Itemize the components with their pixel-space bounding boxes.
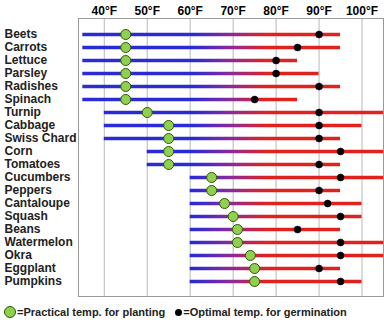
html-text:=Practical temp. for planting: =Practical temp. for planting <box>17 306 166 318</box>
svg-text:Radishes: Radishes <box>5 79 59 93</box>
svg-text:Parsley: Parsley <box>5 66 48 80</box>
svg-text:Beets: Beets <box>5 27 38 41</box>
svg-text:Swiss Chard: Swiss Chard <box>5 131 77 145</box>
svg-text:Cantaloupe: Cantaloupe <box>5 196 71 210</box>
svg-text:Cabbage: Cabbage <box>5 118 56 132</box>
svg-text:Lettuce: Lettuce <box>5 53 48 67</box>
svg-text:90°F: 90°F <box>306 4 331 18</box>
svg-text:100°F: 100°F <box>346 4 378 18</box>
svg-text:Corn: Corn <box>5 144 33 158</box>
svg-text:70°F: 70°F <box>220 4 245 18</box>
svg-text:Okra: Okra <box>5 248 33 262</box>
svg-text:Squash: Squash <box>5 209 48 223</box>
svg-text:80°F: 80°F <box>263 4 288 18</box>
svg-text:40°F: 40°F <box>92 4 117 18</box>
svg-text:60°F: 60°F <box>177 4 202 18</box>
svg-text:Spinach: Spinach <box>5 92 52 106</box>
svg-text:50°F: 50°F <box>134 4 159 18</box>
svg-text:Beans: Beans <box>5 222 41 236</box>
svg-text:Carrots: Carrots <box>5 40 48 54</box>
svg-text:Turnip: Turnip <box>5 105 41 119</box>
svg-text:Cucumbers: Cucumbers <box>5 170 71 184</box>
svg-text:Tomatoes: Tomatoes <box>5 157 61 171</box>
svg-text:Watermelon: Watermelon <box>5 235 73 249</box>
html-text:=Optimal temp. for germination: =Optimal temp. for germination <box>183 306 347 318</box>
svg-text:Eggplant: Eggplant <box>5 261 56 275</box>
svg-text:Peppers: Peppers <box>5 183 53 197</box>
svg-text:Pumpkins: Pumpkins <box>5 274 63 288</box>
